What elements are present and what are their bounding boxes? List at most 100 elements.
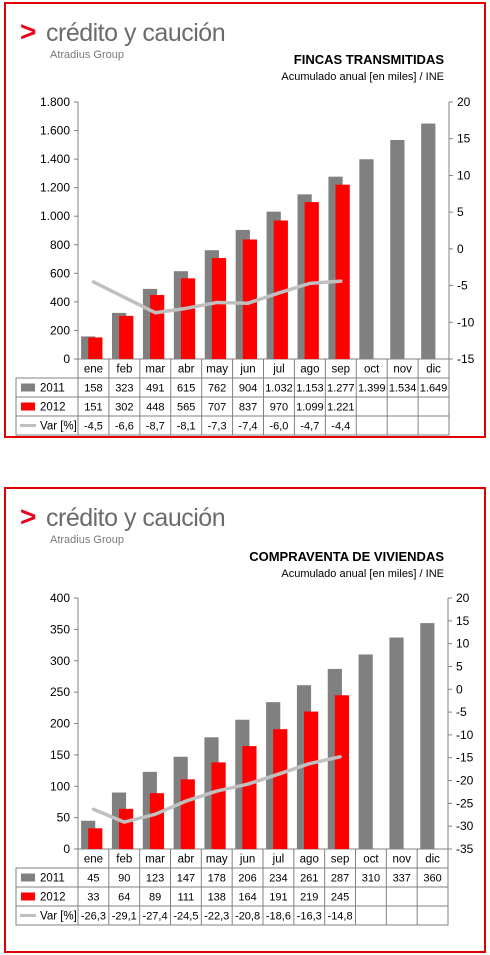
data-label: 1.099 — [296, 402, 324, 414]
chart-panel-compraventa: > crédito y caución Atradius Group COMPR… — [4, 487, 486, 953]
y-tick-label: 1.600 — [40, 124, 70, 138]
y2-tick-label: -15 — [457, 352, 475, 366]
bar-2012 — [88, 337, 103, 359]
x-tick-label: nov — [393, 364, 412, 376]
bar-2011 — [389, 637, 404, 849]
y-tick-label: 200 — [50, 717, 70, 731]
data-label: 147 — [177, 873, 195, 885]
bar-2012 — [242, 746, 257, 849]
x-tick-label: sep — [332, 364, 351, 376]
data-label: -27,4 — [143, 911, 168, 923]
y-tick-label: 1.200 — [40, 181, 70, 195]
data-label: 206 — [238, 873, 256, 885]
x-tick-label: ago — [300, 854, 319, 866]
x-tick-label: oct — [363, 854, 379, 866]
data-label: 245 — [331, 892, 349, 904]
data-label: 707 — [208, 402, 226, 414]
x-tick-label: sep — [331, 854, 350, 866]
data-label: 287 — [331, 873, 349, 885]
data-label: 164 — [238, 892, 256, 904]
data-label: -4,7 — [300, 421, 319, 433]
y2-tick-label: 20 — [456, 591, 470, 605]
x-tick-label: abr — [178, 364, 195, 376]
var-line — [91, 279, 343, 315]
y-tick-label: 50 — [57, 811, 71, 825]
bar-2012 — [119, 808, 134, 849]
brand-name: crédito y caución — [46, 504, 226, 532]
brand-group: Atradius Group — [50, 49, 124, 61]
y2-tick-label: 0 — [456, 682, 463, 696]
data-label: 33 — [87, 892, 99, 904]
legend-label: 2012 — [40, 402, 66, 414]
y2-tick-label: 10 — [456, 637, 470, 651]
y-tick-label: 1.000 — [40, 209, 70, 223]
x-tick-label: jul — [272, 854, 285, 866]
data-label: 1.399 — [358, 383, 386, 395]
data-label: 219 — [300, 892, 318, 904]
y-tick-label: 0 — [63, 842, 70, 856]
legend-key-2011 — [21, 873, 35, 882]
chart-title: COMPRAVENTA DE VIVIENDAS — [249, 549, 444, 564]
data-label: -4,4 — [331, 421, 350, 433]
chart-compraventa-viviendas: 050100150200250300350400-35-30-25-20-15-… — [15, 591, 474, 926]
bar-2012 — [335, 184, 350, 359]
y2-tick-label: 5 — [456, 659, 463, 673]
data-label: 45 — [87, 873, 99, 885]
x-tick-label: may — [206, 364, 228, 376]
y2-tick-label: 5 — [457, 205, 464, 219]
data-label: -26,3 — [81, 911, 106, 923]
data-label: -14,8 — [328, 911, 353, 923]
data-label: 904 — [239, 383, 257, 395]
y2-tick-label: -25 — [456, 796, 474, 810]
y-tick-label: 1.400 — [40, 152, 70, 166]
data-label: -24,5 — [173, 911, 198, 923]
y2-tick-label: 0 — [457, 242, 464, 256]
x-tick-label: nov — [392, 854, 411, 866]
x-tick-label: abr — [178, 854, 195, 866]
data-label: 64 — [118, 892, 130, 904]
data-label: 1.153 — [296, 383, 324, 395]
bar-2012 — [149, 793, 165, 849]
legend-label: 2011 — [40, 383, 65, 395]
data-label: 261 — [300, 873, 318, 885]
x-tick-label: oct — [364, 364, 380, 376]
y2-tick-label: 10 — [457, 168, 471, 182]
data-label: 234 — [269, 873, 287, 885]
bar-2012 — [180, 779, 195, 849]
data-label: -7,3 — [208, 421, 227, 433]
bar-2012 — [273, 220, 288, 359]
x-tick-label: jul — [272, 364, 285, 376]
data-label: -8,1 — [177, 421, 196, 433]
y2-tick-label: -20 — [456, 774, 474, 788]
data-label: -20,8 — [235, 911, 260, 923]
data-label: 151 — [84, 402, 102, 414]
data-label: -16,3 — [297, 911, 322, 923]
x-tick-label: ene — [84, 854, 103, 866]
y-tick-label: 100 — [50, 779, 70, 793]
x-tick-label: mar — [145, 364, 165, 376]
data-label: 615 — [177, 383, 195, 395]
data-label: -29,1 — [112, 911, 137, 923]
bar-2012 — [211, 258, 227, 359]
data-label: -8,7 — [146, 421, 165, 433]
chart-fincas-transmitidas: 02004006008001.0001.2001.4001.6001.800-1… — [15, 95, 475, 436]
data-label: 158 — [84, 383, 102, 395]
y2-tick-label: -5 — [457, 279, 468, 293]
y2-tick-label: 15 — [457, 132, 471, 146]
data-label: 123 — [146, 873, 164, 885]
brand-mark-icon: > — [20, 16, 37, 47]
bar-2011 — [358, 654, 373, 849]
bar-2012 — [304, 202, 319, 359]
x-tick-label: feb — [116, 364, 132, 376]
y-tick-label: 800 — [50, 238, 70, 252]
y2-tick-label: -35 — [456, 842, 474, 856]
x-tick-label: feb — [116, 854, 132, 866]
data-label: -4,5 — [84, 421, 103, 433]
legend-label: Var [%] — [40, 911, 77, 923]
data-label: 138 — [208, 892, 226, 904]
data-label: 360 — [423, 873, 441, 885]
bar-2012 — [150, 295, 165, 359]
x-tick-label: jun — [239, 364, 255, 376]
y2-tick-label: -10 — [456, 728, 474, 742]
data-label: 111 — [178, 892, 195, 904]
